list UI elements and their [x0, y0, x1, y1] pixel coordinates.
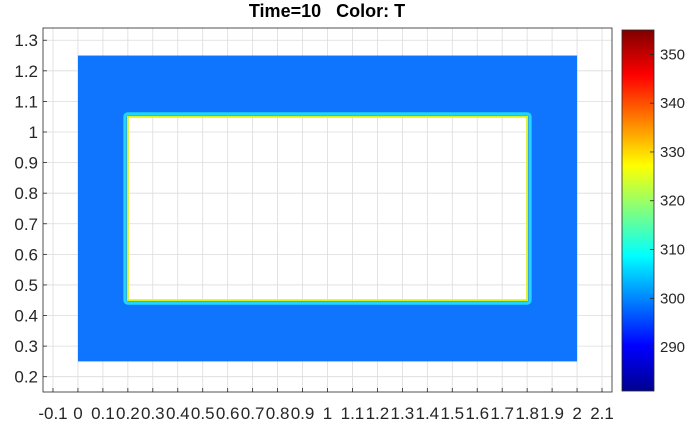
colorbar-gradient: [621, 29, 655, 392]
x-tick-label: 0.6: [216, 404, 240, 423]
x-tick-label: 0.7: [241, 404, 265, 423]
y-tick-label: 1.1: [14, 92, 38, 111]
x-tick-label: 1.3: [391, 404, 415, 423]
colorbar: 290 300 310 320 330 340 350: [621, 29, 685, 392]
y-axis-ticks: 0.2 0.3 0.4 0.5 0.6 0.7 0.8 0.9 1 1.1 1.2 1.3: [14, 31, 47, 387]
y-tick-label: 0.9: [14, 154, 38, 173]
colorbar-tick-label: 330: [660, 144, 685, 161]
colorbar-tick-label: 290: [660, 339, 685, 356]
x-tick-label: 0.2: [116, 404, 140, 423]
chart-title: Time=10 Color: T: [248, 1, 406, 21]
y-tick-label: 0.7: [14, 215, 38, 234]
x-tick-label: 1: [323, 404, 332, 423]
x-tick-label: 2.1: [590, 404, 614, 423]
x-tick-label: 0.8: [266, 404, 290, 423]
x-tick-label: 0.3: [141, 404, 165, 423]
x-tick-label: 1.7: [490, 404, 514, 423]
y-tick-label: 1.2: [14, 62, 38, 81]
x-tick-label: 1.5: [440, 404, 464, 423]
x-tick-label: 0: [73, 404, 82, 423]
x-tick-label: 0.4: [166, 404, 190, 423]
x-tick-label: 0.9: [291, 404, 315, 423]
x-tick-label: 1.9: [540, 404, 564, 423]
y-tick-label: 0.2: [14, 368, 38, 387]
x-tick-label: 2: [572, 404, 581, 423]
x-tick-label: 1.4: [416, 404, 440, 423]
colorbar-tick-label: 310: [660, 242, 685, 259]
x-tick-label: 1.6: [465, 404, 489, 423]
colorbar-tick-label: 320: [660, 193, 685, 210]
y-tick-label: 0.3: [14, 337, 38, 356]
y-tick-label: 0.8: [14, 184, 38, 203]
x-tick-label: 0.5: [191, 404, 215, 423]
x-tick-label: -0.1: [38, 404, 67, 423]
y-tick-label: 1.3: [14, 31, 38, 50]
y-tick-label: 0.4: [14, 307, 38, 326]
colorbar-tick-label: 340: [660, 95, 685, 112]
x-tick-label: 0.1: [91, 404, 115, 423]
y-tick-label: 1: [29, 123, 38, 142]
temperature-field: [77, 55, 578, 362]
y-tick-label: 0.5: [14, 276, 38, 295]
y-tick-label: 0.6: [14, 245, 38, 264]
hole-grid: [128, 117, 527, 300]
colorbar-tick-label: 300: [660, 290, 685, 307]
colorbar-tick-label: 350: [660, 46, 685, 63]
x-axis-ticks: -0.1 0 0.1 0.2 0.3 0.4 0.5 0.6 0.7 0.8 0.9 1 1.1 1.2 1…: [38, 388, 614, 423]
hole-edge-glow: [123, 112, 532, 305]
x-tick-label: 1.2: [366, 404, 390, 423]
x-tick-label: 1.8: [515, 404, 539, 423]
x-tick-label: 1.1: [341, 404, 365, 423]
